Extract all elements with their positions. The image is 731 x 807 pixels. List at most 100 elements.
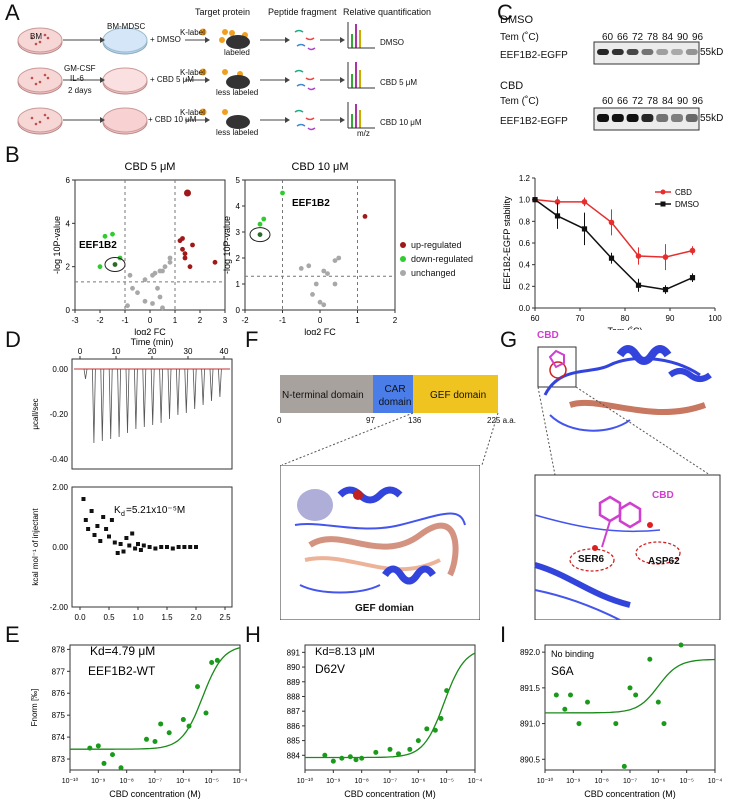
data-point [313, 281, 319, 287]
highlight-ellipse [249, 227, 271, 243]
itc-kd-sub: d [121, 511, 125, 518]
itc-bottom-ytick: 0.00 [52, 543, 68, 552]
il6-label: IL-6 [70, 74, 84, 83]
mst-data-point [101, 760, 107, 766]
mst-fit-curve [70, 646, 241, 750]
data-point [608, 219, 615, 226]
itc-data-point [81, 497, 86, 501]
mst-data-point [353, 757, 359, 763]
itc-injection-peak [100, 368, 105, 442]
itc-top-tick-label: 10 [112, 347, 121, 356]
mst-data-point [118, 765, 124, 771]
mst-xtick-label: 10⁻¹⁰ [537, 777, 554, 785]
data-point [167, 255, 173, 261]
mst-data-point [110, 752, 115, 758]
x-tick-label: -3 [71, 316, 79, 325]
gef-domain-label: GEF domain [430, 390, 487, 401]
data-point [130, 285, 135, 291]
mst-data-point [633, 692, 639, 698]
itc-data-point [118, 542, 123, 546]
itc-data-point [101, 515, 106, 519]
data-point [362, 214, 368, 219]
mst-ytick-label: 886 [287, 722, 301, 731]
data-point [689, 275, 696, 281]
data-point [157, 268, 163, 274]
y-axis-label: -log 10P-value [222, 216, 232, 274]
itc-bottom-ytick: -2.00 [50, 603, 69, 612]
blot-band [597, 114, 609, 122]
treatment-3: + CBD 10 μM [148, 115, 197, 124]
y-tick-label: 5 [236, 176, 241, 185]
mst-data-point [322, 752, 328, 758]
data-point [310, 292, 315, 297]
blot-images [593, 41, 700, 131]
y-axis-label: EEF1B2-EGFP stability [502, 196, 512, 290]
blot-cbd-protein: EEF1B2-EGFP [500, 116, 568, 127]
mst-fit-curve [545, 658, 716, 714]
mst-data-point [95, 743, 101, 749]
panel-letter-a: A [5, 0, 20, 25]
itc-bottom-ytick: 2.00 [52, 483, 68, 492]
k-label-2: K-label [180, 68, 205, 77]
panel-letter-i: I [500, 622, 507, 647]
mst-xtick-label: 10⁻⁹ [91, 778, 105, 785]
mdsc-dish-1 [102, 27, 148, 55]
blot-band [671, 114, 683, 122]
mst-data-point [339, 755, 345, 761]
mst-data-point [158, 721, 164, 727]
two-days-label: 2 days [68, 86, 92, 95]
mst-data-point [347, 754, 353, 760]
gef-structure-image [280, 465, 480, 620]
bm-mdsc-label: BM-MDSC [107, 22, 146, 31]
mst-data-point [359, 755, 365, 761]
mst-ytick-label: 891.5 [520, 684, 541, 693]
mst-ytick-label: 876 [52, 689, 66, 698]
mst-data-point [553, 692, 559, 698]
mst-xtick-label: 10⁻⁹ [326, 778, 340, 785]
x-tick-label: 100 [708, 314, 722, 323]
car-domain-label: CAR domain [378, 384, 412, 408]
panel-letter-g: G [500, 327, 518, 352]
data-point [306, 263, 312, 269]
y-tick-label: 0.2 [519, 282, 531, 291]
y-tick-label: 1.2 [519, 174, 531, 183]
mst-data-point [152, 738, 158, 744]
mst-ytick-label: 878 [52, 645, 66, 654]
cbd-binding-structure [534, 345, 721, 620]
blot-temp-label: 90 [677, 96, 689, 107]
x-tick-label: 0 [318, 316, 323, 325]
data-point [662, 254, 669, 260]
itc-data-point [95, 524, 100, 528]
mst-data-point [330, 758, 336, 764]
mst-data-point [647, 656, 653, 662]
mst-data-point [576, 721, 582, 727]
mst-data-point [180, 717, 186, 723]
eef1b2-annotation: EEF1B2 [292, 198, 330, 209]
panel-a-workflow [17, 22, 375, 135]
legend-up: up-regulated [400, 238, 473, 252]
y-tick-label: 4 [236, 202, 241, 211]
itc-data-point [124, 536, 129, 540]
itc-data-point [121, 549, 126, 554]
x-tick-label: -1 [121, 316, 129, 325]
itc-injection-peak [176, 368, 180, 416]
data-point [581, 199, 588, 205]
itc-data-point [89, 509, 94, 513]
data-point [689, 247, 696, 254]
y-tick-label: 0 [66, 306, 71, 315]
treatment-1: + DMSO [150, 35, 181, 44]
legend-label: DMSO [675, 200, 699, 209]
itc-data-point [104, 527, 109, 531]
mst-data-point [655, 699, 661, 705]
x-axis-label: log2 FC [304, 327, 336, 335]
mst-xlabel: CBD concentration (M) [109, 789, 201, 799]
data-point [102, 233, 108, 239]
mst-ytick-label: 875 [52, 711, 66, 720]
itc-injection-peak [201, 368, 205, 406]
blot-band [641, 114, 654, 122]
itc-injection-peak [209, 368, 214, 402]
mst-data-point [186, 723, 192, 729]
data-point [184, 189, 191, 197]
cbd-label-top: CBD [537, 330, 559, 341]
blot-temp-label: 60 [602, 96, 614, 107]
